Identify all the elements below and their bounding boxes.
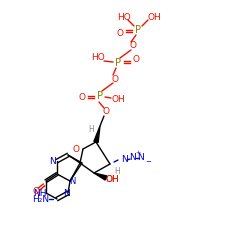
Text: N: N xyxy=(69,178,75,186)
Text: OH: OH xyxy=(147,14,161,22)
Text: HO: HO xyxy=(117,14,131,22)
Text: OH: OH xyxy=(105,176,119,184)
Text: NH: NH xyxy=(33,190,47,198)
Text: O: O xyxy=(112,74,118,84)
Text: P: P xyxy=(135,25,141,35)
Text: N: N xyxy=(120,156,128,164)
Text: P: P xyxy=(97,91,103,101)
Text: N: N xyxy=(64,190,70,198)
Text: O: O xyxy=(78,94,86,102)
Text: O: O xyxy=(102,108,110,116)
Text: P: P xyxy=(115,58,121,68)
Text: −: − xyxy=(145,159,151,165)
Text: N: N xyxy=(48,158,56,166)
Text: N: N xyxy=(136,154,143,162)
Text: O: O xyxy=(32,186,40,196)
Text: H: H xyxy=(88,126,94,134)
Text: O: O xyxy=(116,28,123,38)
Text: N: N xyxy=(128,154,136,162)
Text: O: O xyxy=(130,42,136,50)
Text: O: O xyxy=(72,146,80,154)
Text: HO: HO xyxy=(91,54,105,62)
Text: OH: OH xyxy=(111,96,125,104)
Polygon shape xyxy=(94,173,107,180)
Text: H: H xyxy=(114,168,120,176)
Text: +: + xyxy=(136,150,140,156)
Text: O: O xyxy=(132,56,140,64)
Text: OH: OH xyxy=(105,176,119,184)
Polygon shape xyxy=(94,126,100,142)
Text: H₂N: H₂N xyxy=(32,196,50,204)
